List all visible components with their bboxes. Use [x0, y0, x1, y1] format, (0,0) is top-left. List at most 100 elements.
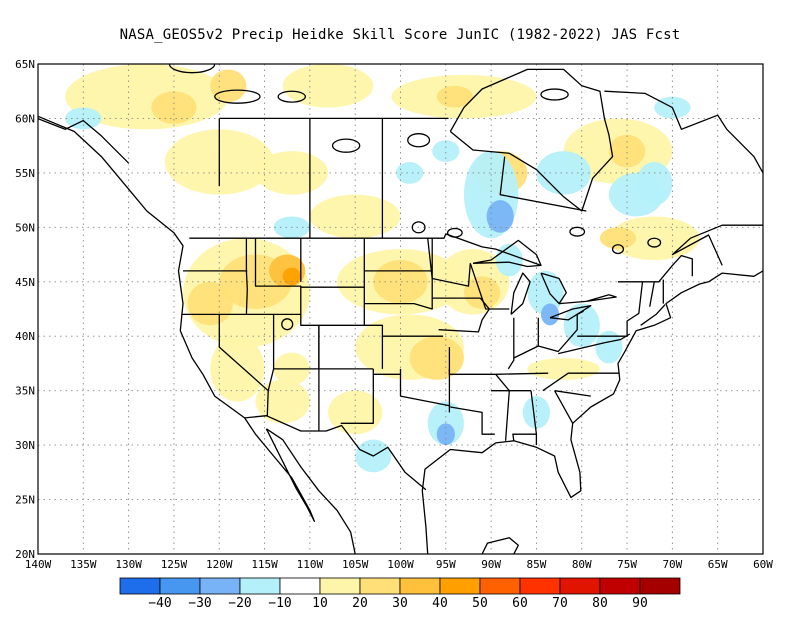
x-tick-label: 60W	[753, 558, 773, 571]
skill-blob	[436, 423, 455, 446]
colorbar-label: 80	[592, 596, 608, 611]
boundary-line	[576, 310, 584, 315]
boundary-line	[542, 372, 619, 392]
colorbar-swatch	[159, 577, 201, 595]
colorbar-swatch	[319, 577, 361, 595]
x-tick-label: 105W	[342, 558, 369, 571]
boundary-line	[554, 390, 591, 397]
lat-lon-grid	[38, 64, 763, 554]
x-tick-label: 90W	[481, 558, 501, 571]
colorbar-label: −10	[268, 596, 291, 611]
boundary-line	[254, 238, 302, 315]
colorbar-legend: −40 −30 −20 −10 10 20 30 40 50 60 70 80 90	[119, 577, 681, 611]
boundary-line	[586, 294, 617, 303]
y-axis-ticks: 20N 25N 30N 35N 40N 45N 50N 55N 60N 65N	[15, 58, 35, 561]
colorbar-swatch	[439, 577, 481, 595]
boundary-line	[507, 317, 515, 370]
boundary-line	[549, 305, 592, 321]
colorbar-label: 30	[392, 596, 408, 611]
x-tick-label: 110W	[297, 558, 324, 571]
x-tick-label: 115W	[251, 558, 278, 571]
lake-outline	[214, 89, 261, 104]
boundary-line	[577, 281, 644, 337]
skill-blob	[432, 140, 460, 162]
colorbar-label: 10	[312, 596, 328, 611]
boundary-line	[604, 90, 763, 174]
x-axis-ticks: 140W 135W 130W 125W 120W 115W 110W 105W 100W 95W 9…	[25, 558, 774, 571]
lake-outline	[331, 138, 361, 153]
lake-outline	[411, 221, 426, 234]
skill-blob	[527, 270, 564, 315]
colorbar-label: −20	[228, 596, 251, 611]
lake-outline	[540, 88, 569, 101]
lake-outline	[281, 318, 294, 331]
x-tick-label: 135W	[70, 558, 97, 571]
colorbar-label: 20	[352, 596, 368, 611]
skill-blob	[282, 267, 301, 286]
boundary-line	[537, 314, 578, 353]
boundary-line	[495, 373, 510, 441]
y-tick-label: 45N	[15, 276, 35, 289]
colorbar-swatch	[519, 577, 561, 595]
colorbar-label: −30	[188, 596, 211, 611]
colorbar-swatch	[239, 577, 281, 595]
lake-outline	[446, 227, 463, 238]
chart-title: NASA_GEOS5v2 Precip Heidke Skill Score J…	[119, 27, 681, 43]
boundary-line	[38, 118, 130, 164]
skill-blob	[527, 358, 600, 380]
skill-blob	[495, 243, 523, 277]
colorbar-label: 50	[472, 596, 488, 611]
y-tick-label: 35N	[15, 385, 35, 398]
skill-blob	[282, 64, 374, 108]
x-tick-label: 125W	[161, 558, 188, 571]
x-tick-label: 100W	[387, 558, 414, 571]
skill-blob	[522, 396, 551, 429]
boundary-line	[495, 372, 549, 375]
boundary-line	[438, 297, 490, 333]
boundary-line	[481, 537, 519, 554]
colorbar-swatch	[199, 577, 241, 595]
colorbar-label: −40	[148, 596, 171, 611]
boundary-line	[540, 272, 567, 305]
y-tick-label: 50N	[15, 221, 35, 234]
colorbar-label: 40	[432, 596, 448, 611]
colorbar-label: 90	[632, 596, 648, 611]
y-tick-label: 20N	[15, 548, 35, 561]
skill-blob	[187, 281, 233, 326]
colorbar-swatch	[399, 577, 441, 595]
skill-blob	[595, 330, 623, 364]
boundary-line	[472, 239, 542, 268]
x-tick-label: 95W	[436, 558, 456, 571]
boundary-line	[469, 263, 510, 310]
boundary-line	[399, 368, 451, 407]
y-tick-label: 40N	[15, 330, 35, 343]
skill-blob	[309, 194, 401, 239]
boundary-line	[512, 390, 538, 441]
boundary-line	[499, 156, 587, 212]
boundary-line	[266, 314, 275, 416]
colorbar-swatch	[639, 577, 681, 595]
skill-blob	[373, 260, 428, 304]
skill-blob	[395, 162, 424, 184]
coastlines-borders	[38, 64, 763, 554]
colorbar-swatch	[479, 577, 521, 595]
boundary-line	[671, 224, 763, 266]
boundary-line	[618, 254, 693, 283]
skill-blob	[608, 134, 646, 168]
x-tick-label: 75W	[617, 558, 637, 571]
lake-outline	[407, 133, 431, 148]
boundary-line	[513, 345, 539, 359]
x-tick-label: 120W	[206, 558, 233, 571]
boundary-line	[559, 300, 587, 305]
boundary-line	[510, 272, 531, 315]
skill-blob	[210, 336, 265, 402]
boundary-line	[38, 115, 316, 522]
colorbar-swatch	[359, 577, 401, 595]
boundary-line	[189, 233, 542, 267]
x-tick-label: 80W	[572, 558, 592, 571]
lake-outline	[611, 244, 625, 255]
skill-blob	[151, 91, 197, 124]
skill-blob	[636, 162, 673, 206]
boundary-line	[266, 428, 356, 554]
